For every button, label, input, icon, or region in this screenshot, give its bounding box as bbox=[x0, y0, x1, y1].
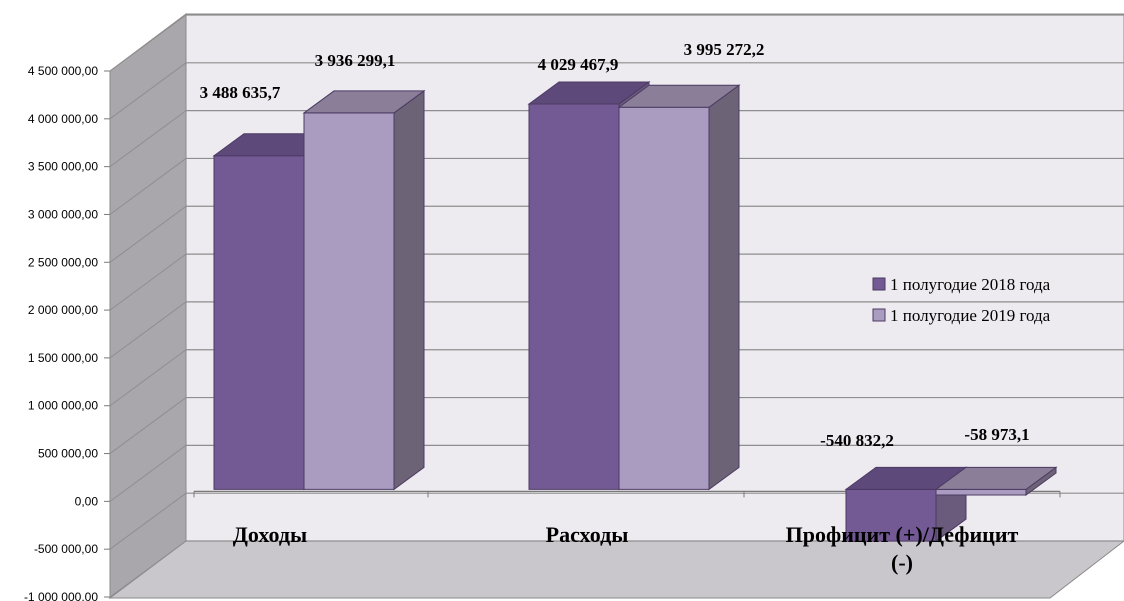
gridline-side bbox=[109, 397, 187, 454]
legend-swatch bbox=[872, 277, 886, 291]
x-tick-label: Профицит (+)/Дефицит bbox=[786, 522, 1019, 547]
y-tick-label: 2 500 000,00 bbox=[28, 255, 98, 269]
gridline-side bbox=[109, 444, 187, 502]
gridline-side bbox=[109, 205, 187, 263]
bar-front bbox=[528, 103, 620, 490]
x-tick-label: Доходы bbox=[233, 522, 307, 547]
bar-front bbox=[845, 488, 937, 542]
data-label: -540 832,2 bbox=[820, 431, 894, 450]
bar-front bbox=[935, 488, 1027, 496]
bar-top bbox=[934, 466, 1058, 490]
gridline-side bbox=[109, 110, 187, 168]
x-tick-label: Расходы bbox=[546, 522, 629, 547]
gridline-side bbox=[109, 62, 187, 120]
y-tick-label: 4 500 000,00 bbox=[28, 64, 98, 78]
y-tick-label: 0,00 bbox=[75, 494, 99, 508]
bar-top bbox=[302, 90, 426, 114]
bar-front bbox=[618, 106, 710, 490]
y-tick-label: -500 000,00 bbox=[34, 542, 98, 556]
bar-front bbox=[213, 155, 305, 490]
y-tick-label: 4 000 000,00 bbox=[28, 112, 98, 126]
gridline-side bbox=[109, 253, 187, 311]
legend-entry: 1 полугодие 2018 года bbox=[890, 275, 1051, 294]
bar-top bbox=[617, 84, 741, 108]
gridline-side bbox=[109, 349, 187, 407]
legend-swatch bbox=[872, 308, 886, 322]
y-tick-label: 500 000,00 bbox=[38, 447, 98, 461]
y-tick-label: 2 000 000,00 bbox=[28, 303, 98, 317]
data-label: 3 936 299,1 bbox=[315, 51, 396, 70]
bar-top bbox=[527, 81, 651, 105]
gridline-side bbox=[109, 14, 187, 72]
data-label: 3 995 272,2 bbox=[684, 40, 765, 59]
bar-side bbox=[393, 89, 425, 491]
y-tick-label: 3 500 000,00 bbox=[28, 160, 98, 174]
bar-side bbox=[708, 84, 740, 491]
y-tick-label: 1 000 000,00 bbox=[28, 399, 98, 413]
data-label: 4 029 467,9 bbox=[538, 55, 619, 74]
y-tick-label: 3 000 000,00 bbox=[28, 207, 98, 221]
data-label: -58 973,1 bbox=[964, 425, 1029, 444]
gridline-side bbox=[109, 158, 187, 215]
y-tick-label: 1 500 000,00 bbox=[28, 351, 98, 365]
data-label: 3 488 635,7 bbox=[200, 83, 281, 102]
gridline-side bbox=[109, 301, 187, 359]
side-wall bbox=[109, 13, 187, 599]
bar-front bbox=[303, 112, 395, 490]
x-tick-label: (-) bbox=[891, 550, 913, 575]
y-tick-label: -1 000 000,00 bbox=[24, 590, 98, 601]
floor bbox=[108, 540, 1124, 599]
legend-entry: 1 полугодие 2019 года bbox=[890, 306, 1051, 325]
gridline-side bbox=[109, 492, 187, 550]
gridline-side bbox=[109, 540, 187, 598]
